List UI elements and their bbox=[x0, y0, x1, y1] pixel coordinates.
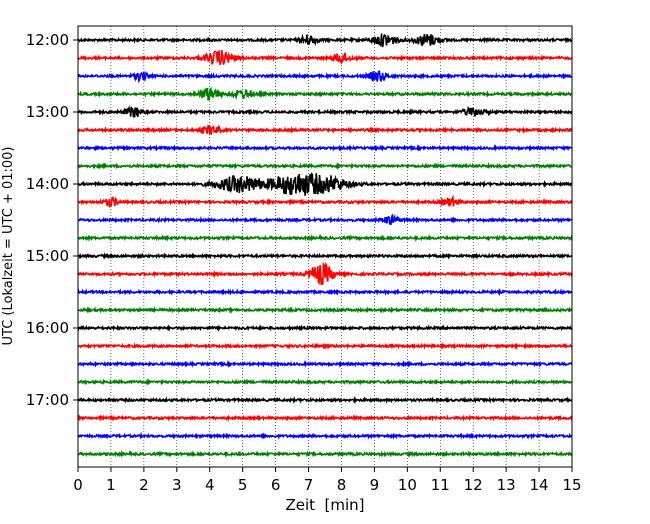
trace-row-1430 bbox=[77, 213, 573, 225]
trace-row-1730 bbox=[77, 431, 573, 440]
trace-row-1600 bbox=[77, 324, 573, 332]
x-tick-label: 14 bbox=[530, 476, 549, 494]
trace-row-1315 bbox=[77, 124, 573, 136]
trace-layer bbox=[77, 33, 573, 458]
y-tick-label: 15:00 bbox=[26, 247, 69, 265]
x-tick-label: 4 bbox=[205, 476, 215, 494]
trace-row-1745 bbox=[77, 449, 573, 458]
x-tick-label: 2 bbox=[139, 476, 149, 494]
y-axis-label: UTC (Lokalzeit = UTC + 01:00) bbox=[1, 147, 16, 346]
trace-row-1630 bbox=[77, 359, 573, 368]
trace-row-1645 bbox=[77, 377, 573, 387]
x-tick-label: 12 bbox=[464, 476, 483, 494]
trace-row-1500 bbox=[77, 252, 573, 260]
trace-row-1330 bbox=[77, 143, 573, 152]
x-tick-label: 3 bbox=[172, 476, 182, 494]
y-axis: 12:00 13:00 14:00 15:00 16:00 17:00 bbox=[26, 31, 78, 409]
trace-row-1445 bbox=[77, 233, 573, 242]
x-tick-label: 0 bbox=[73, 476, 83, 494]
x-tick-label: 8 bbox=[337, 476, 347, 494]
y-tick-label: 13:00 bbox=[26, 103, 69, 121]
x-tick-label: 13 bbox=[497, 476, 516, 494]
y-tick-label: 16:00 bbox=[26, 319, 69, 337]
trace-row-1215 bbox=[77, 50, 573, 65]
trace-row-1515 bbox=[77, 261, 573, 286]
trace-row-1230 bbox=[77, 70, 573, 84]
trace-row-1615 bbox=[77, 342, 573, 351]
y-tick-label: 17:00 bbox=[26, 391, 69, 409]
trace-row-1715 bbox=[77, 413, 573, 422]
trace-row-1345 bbox=[77, 161, 573, 171]
y-tick-label: 12:00 bbox=[26, 31, 69, 49]
x-axis-label: Zeit [min] bbox=[285, 496, 364, 514]
x-tick-label: 11 bbox=[431, 476, 450, 494]
plot-frame bbox=[77, 25, 573, 468]
trace-row-1200 bbox=[77, 33, 573, 48]
x-tick-label: 5 bbox=[238, 476, 248, 494]
x-tick-label: 9 bbox=[370, 476, 380, 494]
x-tick-label: 10 bbox=[398, 476, 417, 494]
x-tick-label: 6 bbox=[271, 476, 281, 494]
x-axis: 0 1 2 3 4 5 6 7 8 9 10 11 12 13 14 15 bbox=[73, 467, 582, 494]
trace-row-1700 bbox=[77, 395, 573, 405]
x-tick-label: 1 bbox=[106, 476, 116, 494]
x-tick-label: 15 bbox=[562, 476, 581, 494]
trace-row-1245 bbox=[77, 86, 573, 101]
x-tick-label: 7 bbox=[304, 476, 314, 494]
trace-row-1300 bbox=[77, 105, 573, 118]
trace-row-1530 bbox=[77, 288, 573, 297]
trace-row-1415 bbox=[77, 194, 573, 208]
trace-row-1400 bbox=[77, 172, 573, 196]
y-tick-label: 14:00 bbox=[26, 175, 69, 193]
trace-row-1545 bbox=[77, 305, 573, 315]
